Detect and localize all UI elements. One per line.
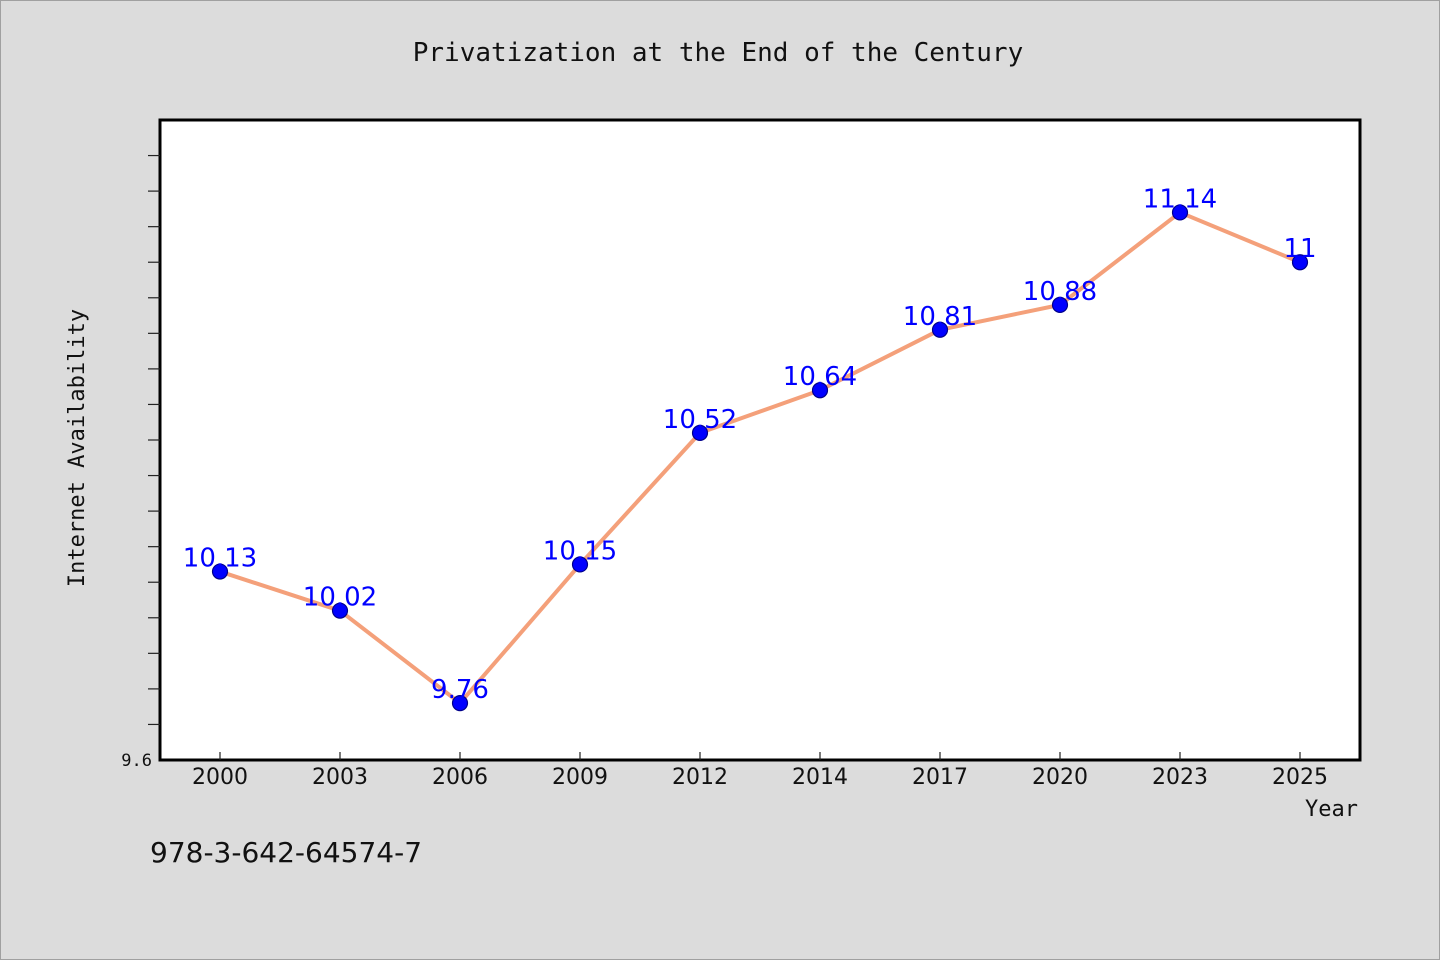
y-axis-ticks: 9.6: [121, 154, 160, 771]
data-label: 10.52: [663, 405, 737, 435]
data-point: [811, 382, 829, 399]
data-point: [331, 602, 349, 619]
footnote-isbn: 978-3-642-64574-7: [150, 836, 422, 869]
data-label: 11.14: [1143, 184, 1217, 214]
x-tick-label: 2009: [552, 765, 608, 790]
x-axis-label: Year: [1305, 797, 1358, 822]
data-label: 9.76: [431, 675, 489, 705]
data-point: [211, 563, 229, 580]
x-tick-label: 2014: [792, 765, 848, 790]
data-label: 10.15: [543, 536, 617, 566]
data-label: 10.64: [783, 362, 857, 392]
data-point: [571, 556, 589, 573]
data-point: [1291, 254, 1309, 271]
x-axis-ticks: 2000 2003 2006 2009 2012 2014 2017 2020 2023 2025: [192, 752, 1328, 790]
x-tick-label: 2006: [432, 765, 488, 790]
chart-title: Privatization at the End of the Century: [413, 38, 1023, 68]
data-label: 10.02: [303, 583, 377, 613]
x-tick-label: 2000: [192, 765, 248, 790]
y-tick-label: 9.6: [121, 751, 152, 771]
series-line: [219, 210, 1301, 706]
x-tick-label: 2017: [912, 765, 968, 790]
data-point: [451, 695, 469, 712]
x-tick-label: 2003: [312, 765, 368, 790]
data-label: 10.13: [183, 544, 257, 574]
data-label: 11: [1283, 234, 1316, 264]
data-point: [1051, 296, 1069, 313]
x-tick-label: 2020: [1032, 765, 1088, 790]
x-tick-label: 2023: [1152, 765, 1208, 790]
data-label: 10.81: [903, 302, 977, 332]
data-point: [1171, 204, 1189, 221]
x-tick-label: 2025: [1272, 765, 1328, 790]
x-tick-label: 2012: [672, 765, 728, 790]
data-point: [691, 424, 709, 441]
data-point: [931, 321, 949, 338]
series-group: [211, 204, 1309, 712]
y-axis-label: Internet Availability: [65, 309, 90, 587]
data-label: 10.88: [1023, 277, 1097, 307]
data-labels-group: 10.13 10.02 9.76 10.15 10.52 10.64 10.81 10.88 1…: [183, 184, 1317, 705]
